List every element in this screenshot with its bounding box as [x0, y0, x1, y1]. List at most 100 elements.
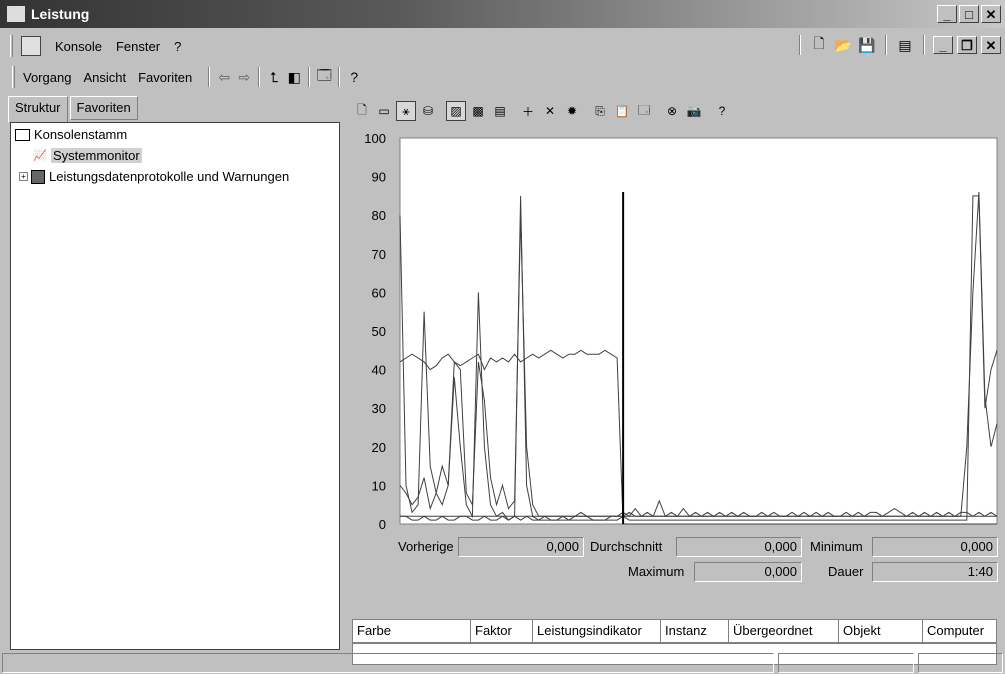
- plot-area: [399, 137, 998, 525]
- system-monitor-icon: 📈: [33, 149, 47, 162]
- legend-col-computer[interactable]: Computer: [927, 623, 985, 638]
- stat-maximum-value: 0,000: [694, 562, 802, 582]
- menu-ansicht[interactable]: Ansicht: [83, 69, 127, 85]
- separator: [308, 67, 311, 87]
- y-tick-label: 30: [372, 401, 386, 416]
- menu-help[interactable]: ?: [174, 38, 182, 54]
- child-minimize-button[interactable]: _: [933, 36, 953, 54]
- stat-vorherige-value: 0,000: [458, 537, 584, 557]
- properties-icon[interactable]: 🗔: [316, 67, 332, 83]
- view-current-activity-icon[interactable]: ⚹: [396, 101, 416, 121]
- delete-counter-icon[interactable]: ✕: [544, 104, 556, 118]
- counter-legend-header: Farbe Faktor Leistungsindikator Instanz …: [352, 619, 997, 643]
- tab-struktur[interactable]: Struktur: [8, 96, 68, 122]
- tree-item-logs[interactable]: + Leistungsdatenprotokolle und Warnungen: [19, 169, 289, 184]
- stat-durchschnitt-label: Durchschnitt: [590, 539, 663, 554]
- up-one-level-icon[interactable]: ⮤: [270, 68, 279, 85]
- legend-col-faktor[interactable]: Faktor: [471, 620, 533, 642]
- folder-icon: [15, 128, 30, 141]
- help-icon[interactable]: ?: [350, 69, 359, 85]
- copy-properties-icon[interactable]: ⎘: [595, 103, 605, 118]
- minimize-button[interactable]: _: [937, 5, 957, 23]
- y-tick-label: 50: [372, 324, 386, 339]
- performance-logs-icon: [31, 169, 45, 184]
- separator: [799, 35, 801, 55]
- status-panel-main: [2, 653, 774, 673]
- menu-konsole[interactable]: Konsole: [55, 38, 102, 54]
- child-close-button[interactable]: ✕: [981, 36, 1001, 54]
- series-line-3: [400, 499, 998, 521]
- new-file-icon[interactable]: 🗋: [813, 35, 825, 51]
- chart-toolbar: 🗋 ▭ ⚹ ⛁ ▨ ▩ ▤ ＋ ✕ ✹ ⎘ 📋 🗔 ⊗ 📷 ?: [352, 98, 1001, 124]
- maximize-button[interactable]: □: [959, 5, 979, 23]
- y-tick-label: 80: [372, 208, 386, 223]
- menu-fenster[interactable]: Fenster: [115, 38, 161, 54]
- tree-item-systemmonitor[interactable]: 📈 Systemmonitor: [33, 148, 142, 163]
- view-log-data-icon[interactable]: ⛁: [422, 104, 434, 118]
- open-folder-icon[interactable]: 📂: [834, 36, 852, 53]
- tree-root-label: Konsolenstamm: [34, 127, 128, 142]
- y-tick-label: 40: [372, 363, 386, 378]
- close-button[interactable]: ✕: [981, 5, 1001, 23]
- status-bar: [0, 652, 1005, 674]
- clear-display-icon[interactable]: ▭: [378, 104, 390, 118]
- new-window-icon[interactable]: ▤: [898, 36, 912, 53]
- legend-col-uebergeordnet[interactable]: Übergeordnet: [729, 620, 839, 642]
- y-tick-label: 10: [372, 478, 386, 493]
- separator: [923, 35, 925, 55]
- add-counter-icon[interactable]: ＋: [521, 104, 534, 119]
- y-tick-label: 0: [379, 517, 386, 532]
- y-tick-label: 60: [372, 285, 386, 300]
- toolbar-grip[interactable]: [10, 35, 13, 57]
- stat-vorherige-label: Vorherige: [398, 539, 454, 554]
- view-histogram-icon[interactable]: ▩: [472, 104, 484, 118]
- action-bar: Vorgang Ansicht Favoriten ⇦ ⇨ ⮤ ◧ 🗔 ?: [0, 62, 1005, 92]
- menu-favoriten[interactable]: Favoriten: [138, 69, 193, 85]
- menu-bar: Konsole Fenster ? 🗋 📂 💾 ▤ _ ❐ ✕: [0, 32, 1005, 60]
- help-icon[interactable]: ?: [718, 104, 726, 118]
- stat-minimum-label: Minimum: [810, 539, 863, 554]
- separator: [208, 67, 211, 87]
- legend-col-farbe[interactable]: Farbe: [353, 620, 471, 642]
- view-graph-icon[interactable]: ▨: [446, 101, 466, 121]
- stat-dauer-value: 1:40: [872, 562, 998, 582]
- child-restore-button[interactable]: ❐: [957, 36, 977, 54]
- properties-icon[interactable]: 🗔: [637, 102, 651, 117]
- separator: [258, 67, 261, 87]
- separator: [338, 67, 341, 87]
- y-tick-label: 90: [372, 170, 386, 185]
- menu-vorgang[interactable]: Vorgang: [23, 69, 72, 85]
- update-data-icon[interactable]: 📷: [686, 104, 702, 118]
- legend-col-leistungsindikator[interactable]: Leistungsindikator: [533, 620, 661, 642]
- console-icon[interactable]: [21, 36, 41, 56]
- show-hide-tree-icon[interactable]: ◧: [287, 68, 301, 85]
- highlight-icon[interactable]: ✹: [566, 104, 578, 118]
- stat-dauer-label: Dauer: [828, 564, 864, 579]
- tab-favoriten[interactable]: Favoriten: [69, 96, 138, 120]
- series-line-1: [399, 195, 998, 521]
- save-icon[interactable]: 💾: [858, 36, 876, 53]
- legend-col-objekt[interactable]: Objekt: [839, 620, 923, 642]
- view-report-icon[interactable]: ▤: [494, 104, 506, 118]
- toolbar-grip[interactable]: [12, 66, 15, 88]
- performance-app-icon[interactable]: [6, 5, 26, 23]
- stat-durchschnitt-value: 0,000: [676, 537, 802, 557]
- status-panel-3: [918, 653, 1003, 673]
- freeze-display-icon[interactable]: ⊗: [666, 104, 678, 118]
- stat-maximum-label: Maximum: [628, 564, 685, 579]
- tree-root[interactable]: Konsolenstamm: [15, 127, 127, 142]
- expand-icon[interactable]: +: [19, 172, 28, 181]
- new-counter-set-icon[interactable]: 🗋: [357, 102, 367, 117]
- y-tick-label: 20: [372, 440, 386, 455]
- back-arrow-icon[interactable]: ⇦: [218, 68, 231, 85]
- paste-counter-list-icon[interactable]: 📋: [614, 104, 630, 118]
- y-tick-label: 70: [372, 247, 386, 262]
- series-line-0: [399, 349, 997, 525]
- separator: [885, 35, 887, 55]
- title-bar: Leistung _ □ ✕: [0, 0, 1005, 28]
- window-title: Leistung: [31, 6, 90, 22]
- counter-legend-list[interactable]: [352, 643, 997, 665]
- forward-arrow-icon[interactable]: ⇨: [238, 68, 251, 85]
- legend-col-instanz[interactable]: Instanz: [661, 620, 729, 642]
- console-tree: Konsolenstamm 📈 Systemmonitor + Leistung…: [10, 122, 340, 650]
